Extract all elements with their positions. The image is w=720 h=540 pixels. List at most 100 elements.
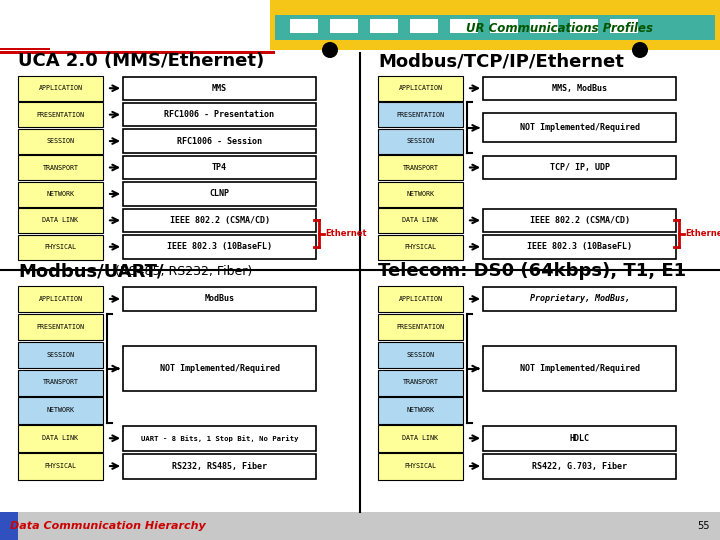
Bar bbox=[483, 426, 676, 451]
Bar bbox=[378, 314, 463, 340]
Bar bbox=[378, 182, 463, 207]
Text: Modbus/UART/: Modbus/UART/ bbox=[18, 262, 163, 280]
Bar bbox=[530, 19, 558, 33]
Bar bbox=[18, 129, 103, 154]
Bar bbox=[18, 208, 103, 233]
Bar bbox=[0, 512, 18, 540]
Text: RS232, RS485, Fiber: RS232, RS485, Fiber bbox=[172, 462, 267, 470]
Text: SESSION: SESSION bbox=[407, 352, 434, 357]
Bar bbox=[378, 397, 463, 424]
Text: Telecom: DS0 (64kbps), T1, E1: Telecom: DS0 (64kbps), T1, E1 bbox=[378, 262, 686, 280]
Bar bbox=[610, 19, 638, 33]
Text: TCP/ IP, UDP: TCP/ IP, UDP bbox=[549, 163, 610, 172]
Bar bbox=[483, 235, 676, 259]
Text: PHYSICAL: PHYSICAL bbox=[405, 463, 436, 469]
Bar bbox=[370, 19, 398, 33]
Text: ModBus: ModBus bbox=[204, 294, 235, 303]
Text: NETWORK: NETWORK bbox=[407, 407, 434, 413]
Text: (RS485, RS232, Fiber): (RS485, RS232, Fiber) bbox=[114, 265, 252, 278]
Bar bbox=[490, 19, 518, 33]
Bar bbox=[123, 235, 316, 259]
Text: Ethernet: Ethernet bbox=[685, 229, 720, 238]
Circle shape bbox=[632, 42, 648, 58]
Bar bbox=[410, 19, 438, 33]
Text: PHYSICAL: PHYSICAL bbox=[405, 244, 436, 250]
Text: SESSION: SESSION bbox=[407, 138, 434, 144]
Text: DATA LINK: DATA LINK bbox=[42, 435, 78, 441]
Bar bbox=[123, 208, 316, 232]
Bar bbox=[378, 369, 463, 396]
Text: RFC1006 - Presentation: RFC1006 - Presentation bbox=[164, 110, 274, 119]
Bar bbox=[570, 19, 598, 33]
Bar bbox=[18, 342, 103, 368]
Text: TRANSPORT: TRANSPORT bbox=[402, 165, 438, 171]
Bar bbox=[18, 234, 103, 260]
Text: IEEE 802.2 (CSMA/CD): IEEE 802.2 (CSMA/CD) bbox=[169, 216, 269, 225]
Text: TRANSPORT: TRANSPORT bbox=[42, 165, 78, 171]
Bar bbox=[483, 454, 676, 478]
Text: Modbus/TCP/IP/Ethernet: Modbus/TCP/IP/Ethernet bbox=[378, 52, 624, 70]
Text: NETWORK: NETWORK bbox=[47, 191, 74, 197]
Text: TRANSPORT: TRANSPORT bbox=[402, 380, 438, 386]
Bar bbox=[18, 453, 103, 480]
Bar bbox=[290, 19, 318, 33]
Bar bbox=[275, 15, 715, 40]
Text: DATA LINK: DATA LINK bbox=[42, 218, 78, 224]
Bar bbox=[483, 113, 676, 143]
Bar bbox=[0, 48, 50, 50]
Text: MMS, ModBus: MMS, ModBus bbox=[552, 84, 607, 93]
Text: Ethernet: Ethernet bbox=[325, 229, 366, 238]
Text: DATA LINK: DATA LINK bbox=[402, 435, 438, 441]
Text: IEEE 802.3 (10BaseFL): IEEE 802.3 (10BaseFL) bbox=[167, 242, 272, 251]
Text: RS422, G.703, Fiber: RS422, G.703, Fiber bbox=[532, 462, 627, 470]
Text: UART - 8 Bits, 1 Stop Bit, No Parity: UART - 8 Bits, 1 Stop Bit, No Parity bbox=[140, 435, 298, 442]
Text: PRESENTATION: PRESENTATION bbox=[37, 324, 84, 330]
Bar bbox=[483, 346, 676, 391]
Text: APPLICATION: APPLICATION bbox=[38, 85, 83, 91]
Bar bbox=[18, 286, 103, 312]
Text: SESSION: SESSION bbox=[47, 352, 74, 357]
Text: IEEE 802.3 (10BaseFL): IEEE 802.3 (10BaseFL) bbox=[527, 242, 632, 251]
Bar bbox=[378, 208, 463, 233]
Text: DATA LINK: DATA LINK bbox=[402, 218, 438, 224]
Bar bbox=[483, 287, 676, 312]
Bar bbox=[123, 454, 316, 478]
Text: PRESENTATION: PRESENTATION bbox=[37, 112, 84, 118]
Bar bbox=[483, 208, 676, 232]
Bar bbox=[123, 130, 316, 153]
Bar bbox=[378, 286, 463, 312]
Text: MMS: MMS bbox=[212, 84, 227, 93]
Bar bbox=[123, 287, 316, 312]
Bar bbox=[270, 0, 720, 50]
Text: RFC1006 - Session: RFC1006 - Session bbox=[177, 137, 262, 146]
Text: UCA 2.0 (MMS/Ethernet): UCA 2.0 (MMS/Ethernet) bbox=[18, 52, 264, 70]
Text: HDLC: HDLC bbox=[570, 434, 590, 443]
Bar bbox=[378, 342, 463, 368]
Text: TRANSPORT: TRANSPORT bbox=[42, 380, 78, 386]
Text: NETWORK: NETWORK bbox=[47, 407, 74, 413]
Text: NETWORK: NETWORK bbox=[407, 191, 434, 197]
Text: TP4: TP4 bbox=[212, 163, 227, 172]
Text: APPLICATION: APPLICATION bbox=[398, 296, 443, 302]
Text: APPLICATION: APPLICATION bbox=[38, 296, 83, 302]
Bar bbox=[330, 19, 358, 33]
Bar bbox=[18, 182, 103, 207]
Text: NOT Implemented/Required: NOT Implemented/Required bbox=[520, 364, 639, 373]
Text: NOT Implemented/Required: NOT Implemented/Required bbox=[160, 364, 279, 373]
Bar bbox=[123, 182, 316, 206]
Bar bbox=[18, 314, 103, 340]
Text: Data Communication Hierarchy: Data Communication Hierarchy bbox=[10, 521, 206, 531]
Bar bbox=[18, 397, 103, 424]
Bar bbox=[378, 156, 463, 180]
Bar bbox=[378, 426, 463, 451]
Text: CLNP: CLNP bbox=[210, 190, 230, 198]
Bar bbox=[0, 512, 720, 540]
Text: PHYSICAL: PHYSICAL bbox=[45, 463, 76, 469]
Bar bbox=[0, 51, 275, 54]
Text: APPLICATION: APPLICATION bbox=[398, 85, 443, 91]
Text: PRESENTATION: PRESENTATION bbox=[397, 112, 444, 118]
Bar bbox=[378, 103, 463, 127]
Text: NOT Implemented/Required: NOT Implemented/Required bbox=[520, 123, 639, 132]
Bar bbox=[18, 103, 103, 127]
Bar bbox=[18, 76, 103, 101]
